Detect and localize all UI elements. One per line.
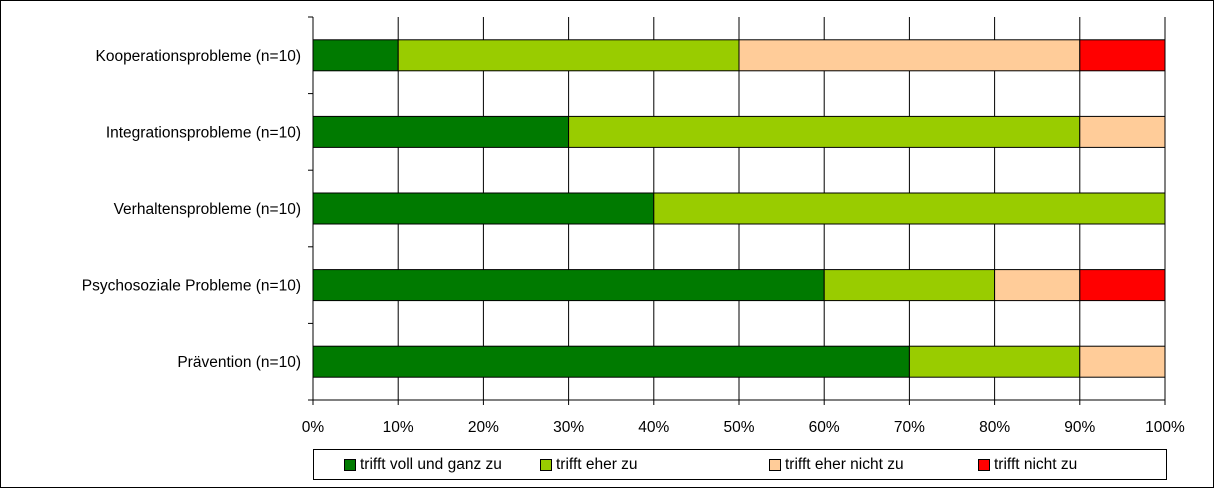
bar-segment <box>312 269 825 302</box>
bar-segment <box>1079 345 1166 378</box>
x-tick-label: 10% <box>383 419 414 436</box>
bar-segment <box>823 269 996 302</box>
legend-swatch <box>344 459 356 471</box>
bar-segment <box>908 345 1081 378</box>
legend-label: trifft nicht zu <box>994 456 1078 473</box>
x-tick-label: 40% <box>638 419 669 436</box>
bar-segment <box>312 192 655 225</box>
legend-item: trifft nicht zu <box>978 456 1077 474</box>
bar-segment <box>312 39 399 72</box>
legend-item: trifft voll und ganz zu <box>344 456 502 474</box>
legend-label: trifft eher nicht zu <box>785 456 904 473</box>
bar-segment <box>738 39 1081 72</box>
bar-segment <box>1079 115 1166 148</box>
bar-segment <box>1079 269 1166 302</box>
category-label: Kooperationsprobleme (n=10) <box>95 48 301 65</box>
x-tick-label: 70% <box>894 419 925 436</box>
x-tick-label: 0% <box>302 419 325 436</box>
legend-swatch <box>540 459 552 471</box>
x-tick-label: 20% <box>468 419 499 436</box>
bar-segment <box>397 39 740 72</box>
category-label: Verhaltensprobleme (n=10) <box>114 201 301 218</box>
bar-segment <box>568 115 1081 148</box>
x-tick-label: 60% <box>809 419 840 436</box>
x-tick-label: 90% <box>1064 419 1095 436</box>
legend-label: trifft eher zu <box>556 456 638 473</box>
legend-swatch <box>978 459 990 471</box>
bar-segment <box>312 115 570 148</box>
legend: trifft voll und ganz zu trifft eher zu tri… <box>313 449 1167 480</box>
category-label: Prävention (n=10) <box>177 354 301 371</box>
x-tick-label: 30% <box>553 419 584 436</box>
bar-segment <box>653 192 1166 225</box>
x-tick-label: 50% <box>723 419 754 436</box>
bar-segment <box>994 269 1081 302</box>
legend-swatch <box>769 459 781 471</box>
legend-item: trifft eher zu <box>540 456 638 474</box>
legend-item: trifft eher nicht zu <box>769 456 904 474</box>
x-tick-label: 100% <box>1145 419 1185 436</box>
category-label: Psychosoziale Probleme (n=10) <box>82 278 301 295</box>
x-tick-label: 80% <box>979 419 1010 436</box>
category-label: Integrationsprobleme (n=10) <box>106 124 301 141</box>
legend-label: trifft voll und ganz zu <box>360 456 502 473</box>
bar-segment <box>1079 39 1166 72</box>
bar-segment <box>312 345 910 378</box>
